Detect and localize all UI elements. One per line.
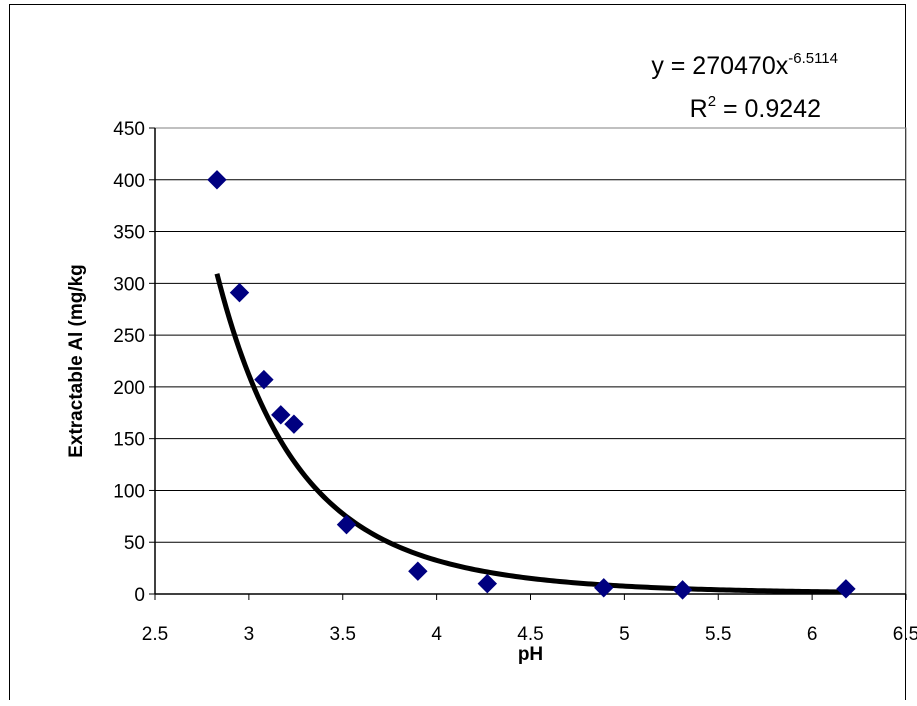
x-tick-labels: 2.5 3 3.5 4 4.5 5 5.5 6 6.5 bbox=[142, 624, 917, 645]
trendline bbox=[214, 273, 846, 595]
y-tick-labels: 0 50 100 150 200 250 300 350 400 450 bbox=[113, 119, 145, 606]
data-point bbox=[408, 561, 428, 581]
y-tick-label: 100 bbox=[113, 481, 145, 502]
data-point bbox=[477, 573, 498, 594]
data-point bbox=[594, 578, 614, 598]
data-point bbox=[284, 414, 304, 434]
data-point bbox=[207, 170, 227, 190]
r2-prefix: R bbox=[690, 95, 708, 123]
x-tick-label: 5.5 bbox=[705, 624, 731, 645]
data-points bbox=[207, 170, 856, 600]
y-tick-label: 350 bbox=[113, 223, 145, 244]
y-tick-label: 450 bbox=[113, 119, 145, 140]
x-axis-label: pH bbox=[518, 644, 543, 665]
data-point bbox=[336, 514, 357, 535]
axes bbox=[149, 127, 907, 600]
x-tick-label: 5 bbox=[619, 624, 630, 645]
y-tick-label: 400 bbox=[113, 171, 145, 192]
trendline-equation: y = 270470x-6.5114 bbox=[651, 50, 838, 80]
r2-superscript: 2 bbox=[708, 93, 716, 110]
x-tick-label: 3.5 bbox=[330, 624, 356, 645]
x-tick-label: 3 bbox=[244, 624, 255, 645]
x-tick-label: 2.5 bbox=[142, 624, 168, 645]
x-tick-label: 4.5 bbox=[517, 624, 543, 645]
x-tick-label: 4 bbox=[431, 624, 442, 645]
equation-exponent: -6.5114 bbox=[788, 50, 838, 67]
x-tick-label: 6 bbox=[807, 624, 818, 645]
data-point bbox=[271, 405, 291, 425]
y-tick-label: 150 bbox=[113, 430, 145, 451]
y-axis-label: Extractable Al (mg/kg bbox=[66, 264, 87, 458]
data-point bbox=[254, 369, 274, 390]
data-point bbox=[672, 580, 693, 600]
y-tick-label: 300 bbox=[113, 274, 145, 295]
plot-area bbox=[154, 127, 907, 595]
data-point bbox=[229, 282, 250, 303]
gridlines bbox=[155, 127, 906, 595]
x-tick-label: 6.5 bbox=[893, 624, 917, 645]
r-squared: R2 = 0.9242 bbox=[690, 93, 821, 123]
r2-value: = 0.9242 bbox=[716, 95, 821, 123]
y-tick-label: 200 bbox=[113, 378, 145, 399]
data-point bbox=[836, 579, 856, 599]
equation-base: y = 270470x bbox=[651, 52, 788, 80]
y-tick-label: 0 bbox=[134, 585, 145, 606]
y-tick-label: 250 bbox=[113, 326, 145, 347]
y-tick-label: 50 bbox=[124, 533, 145, 554]
